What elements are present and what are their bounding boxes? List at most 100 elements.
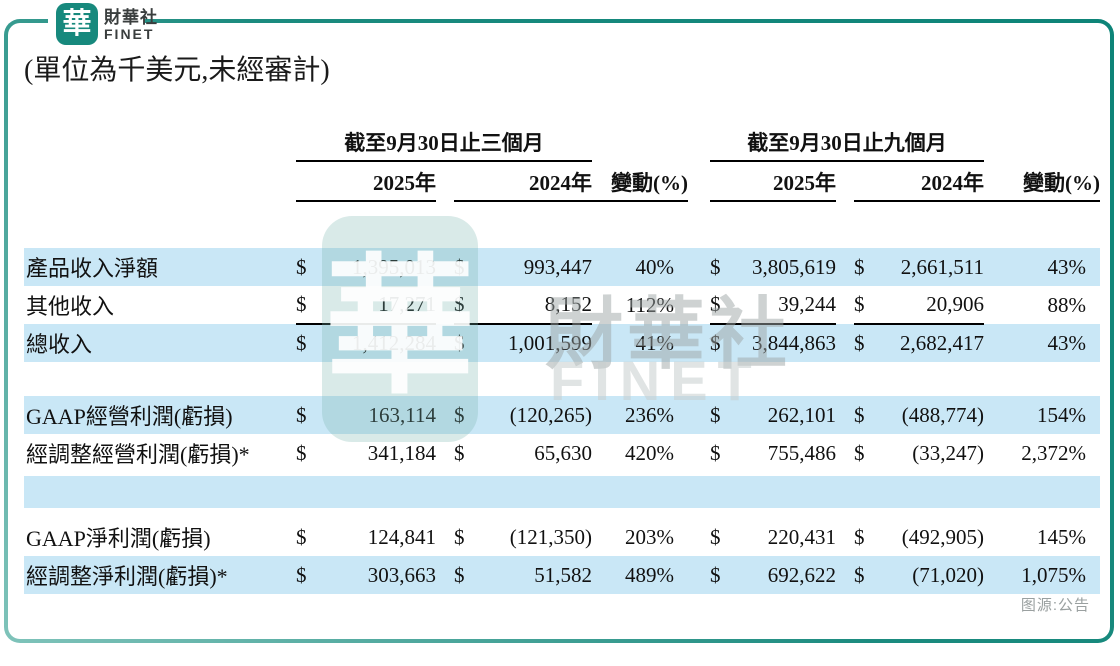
currency-symbol: $ <box>854 524 865 549</box>
currency-symbol: $ <box>296 402 307 427</box>
currency-symbol: $ <box>454 440 465 465</box>
row-label: 經調整淨利潤(虧損)* <box>26 564 228 589</box>
money-cell: $ (120,265) <box>454 396 592 434</box>
percent-cell: 236% <box>625 402 674 427</box>
table-row-product-revenue: 產品收入淨額 $1,395,013 $993,447 40% $3,805,61… <box>24 248 1100 286</box>
money-cell: $163,114 <box>296 396 436 434</box>
amount-value: (492,905) <box>901 524 984 549</box>
amount-value: 17,271 <box>378 291 436 316</box>
money-cell: $17,271 <box>296 285 436 325</box>
currency-symbol: $ <box>854 291 865 316</box>
currency-symbol: $ <box>454 524 465 549</box>
currency-symbol: $ <box>454 254 465 279</box>
money-cell: $20,906 <box>854 285 984 325</box>
amount-value: 39,244 <box>778 291 836 316</box>
currency-symbol: $ <box>454 330 465 355</box>
money-cell: $2,661,511 <box>854 248 984 286</box>
percent-cell: 2,372% <box>1021 440 1086 465</box>
row-label: 總收入 <box>26 332 93 357</box>
empty-blue-band <box>24 476 1100 508</box>
currency-symbol: $ <box>710 330 721 355</box>
money-cell: $341,184 <box>296 434 436 472</box>
money-cell: $ (488,774) <box>854 396 984 434</box>
table-row-total-revenue: 總收入 $1,412,284 $1,001,599 41% $3,844,863… <box>24 324 1100 362</box>
amount-value: (71,020) <box>912 562 984 587</box>
currency-symbol: $ <box>854 562 865 587</box>
percent-cell: 88% <box>1047 292 1087 317</box>
spacer <box>24 362 1100 396</box>
money-cell: $220,431 <box>710 518 836 556</box>
percent-cell: 203% <box>625 524 674 549</box>
amount-value: 1,001,599 <box>508 330 592 355</box>
percent-cell: 489% <box>625 562 674 587</box>
col-header-2024-9m: 2024年 <box>854 167 984 202</box>
money-cell: $124,841 <box>296 518 436 556</box>
amount-value: (121,350) <box>509 524 592 549</box>
percent-cell: 154% <box>1037 402 1086 427</box>
currency-symbol: $ <box>854 402 865 427</box>
spacer <box>24 508 1100 518</box>
col-header-change-3m: 變動(%) <box>592 167 688 202</box>
money-cell: $2,682,417 <box>854 324 984 362</box>
percent-cell: 420% <box>625 440 674 465</box>
amount-value: 65,630 <box>534 440 592 465</box>
amount-value: 341,184 <box>367 440 436 465</box>
money-cell: $303,663 <box>296 556 436 594</box>
amount-value: 2,682,417 <box>900 330 984 355</box>
money-cell: $ (121,350) <box>454 518 592 556</box>
amount-value: 3,805,619 <box>752 254 836 279</box>
percent-cell: 145% <box>1037 524 1086 549</box>
row-label: 產品收入淨額 <box>26 256 159 281</box>
amount-value: 1,412,284 <box>352 330 436 355</box>
table-row-adjusted-net-income: 經調整淨利潤(虧損)* $303,663 $51,582 489% $692,6… <box>24 556 1100 594</box>
money-cell: $65,630 <box>454 434 592 472</box>
amount-value: 303,663 <box>367 562 436 587</box>
finet-logo-icon: 華 <box>56 3 98 45</box>
col-header-2024-3m: 2024年 <box>454 167 592 202</box>
currency-symbol: $ <box>454 562 465 587</box>
money-cell: $3,805,619 <box>710 248 836 286</box>
percent-cell: 43% <box>1047 330 1087 355</box>
table-header-columns: 2025年 2024年 變動(%) 2025年 2024年 變動(%) <box>24 162 1100 202</box>
currency-symbol: $ <box>454 291 465 316</box>
currency-symbol: $ <box>710 524 721 549</box>
currency-symbol: $ <box>710 440 721 465</box>
amount-value: 2,661,511 <box>900 254 984 279</box>
group-header-three-months: 截至9月30日止三個月 <box>296 127 592 162</box>
financial-table: 截至9月30日止三個月 截至9月30日止九個月 2025年 2024年 變動(%… <box>24 126 1100 594</box>
currency-symbol: $ <box>454 402 465 427</box>
money-cell: $692,622 <box>710 556 836 594</box>
amount-value: 993,447 <box>523 254 592 279</box>
money-cell: $1,395,013 <box>296 248 436 286</box>
money-cell: $ (33,247) <box>854 434 984 472</box>
amount-value: 692,622 <box>767 562 836 587</box>
amount-value: 163,114 <box>368 402 436 427</box>
money-cell: $51,582 <box>454 556 592 594</box>
amount-value: 220,431 <box>767 524 836 549</box>
currency-symbol: $ <box>296 254 307 279</box>
amount-value: (33,247) <box>912 440 984 465</box>
col-header-change-9m: 變動(%) <box>984 167 1100 202</box>
col-header-2025-3m: 2025年 <box>296 167 436 202</box>
percent-cell: 40% <box>635 254 675 279</box>
money-cell: $755,486 <box>710 434 836 472</box>
amount-value: 8,152 <box>544 291 592 316</box>
brand-name-en: FINET <box>104 26 155 42</box>
currency-symbol: $ <box>296 562 307 587</box>
amount-value: (488,774) <box>901 402 984 427</box>
money-cell: $993,447 <box>454 248 592 286</box>
amount-value: (120,265) <box>509 402 592 427</box>
page-title: (單位為千美元,未經審計) <box>24 55 330 86</box>
group-header-nine-months: 截至9月30日止九個月 <box>710 127 984 162</box>
table-row-gaap-operating-income: GAAP經營利潤(虧損) $163,114 $ (120,265) 236% $2… <box>24 396 1100 434</box>
currency-symbol: $ <box>854 440 865 465</box>
row-label: GAAP經營利潤(虧損) <box>26 404 233 429</box>
currency-symbol: $ <box>296 330 307 355</box>
money-cell: $1,001,599 <box>454 324 592 362</box>
money-cell: $3,844,863 <box>710 324 836 362</box>
table-row-gaap-net-income: GAAP淨利潤(虧損) $124,841 $ (121,350) 203% $22… <box>24 518 1100 556</box>
amount-value: 20,906 <box>926 291 984 316</box>
money-cell: $8,152 <box>454 285 592 325</box>
image-source-caption: 图源:公告 <box>1020 597 1090 614</box>
